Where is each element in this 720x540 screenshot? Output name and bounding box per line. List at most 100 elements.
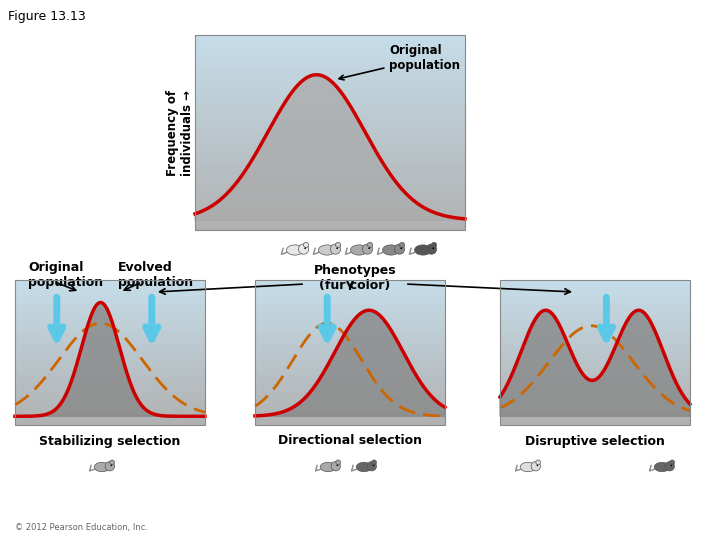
Bar <box>255 345 445 349</box>
Circle shape <box>336 242 341 247</box>
Bar <box>500 360 690 363</box>
Bar <box>15 400 205 403</box>
Bar <box>15 360 205 363</box>
Bar <box>500 284 690 287</box>
Circle shape <box>400 242 405 247</box>
Circle shape <box>395 244 405 254</box>
Bar <box>15 353 205 356</box>
Bar <box>500 280 690 425</box>
Bar <box>195 172 465 177</box>
Circle shape <box>665 462 675 471</box>
Bar <box>195 35 465 40</box>
Bar <box>15 407 205 410</box>
Text: Original
population: Original population <box>339 44 460 80</box>
Bar <box>195 211 465 215</box>
Bar <box>15 396 205 400</box>
Text: Disruptive selection: Disruptive selection <box>525 435 665 448</box>
Bar <box>195 157 465 162</box>
Bar <box>255 403 445 407</box>
Bar <box>500 353 690 356</box>
Bar <box>500 378 690 381</box>
Bar <box>255 356 445 360</box>
Bar <box>15 280 205 425</box>
Bar <box>500 421 690 425</box>
Bar <box>195 98 465 103</box>
Bar <box>255 342 445 345</box>
Text: Phenotypes
(fur color): Phenotypes (fur color) <box>314 264 396 292</box>
Bar <box>195 113 465 118</box>
Bar <box>255 389 445 393</box>
Bar <box>15 356 205 360</box>
Bar <box>15 320 205 323</box>
Bar <box>15 287 205 291</box>
Bar <box>500 356 690 360</box>
Bar <box>195 103 465 108</box>
Bar <box>255 306 445 309</box>
Bar <box>255 334 445 338</box>
Bar <box>255 353 445 356</box>
Polygon shape <box>15 302 205 416</box>
Bar <box>195 93 465 98</box>
Bar <box>255 323 445 327</box>
Ellipse shape <box>356 462 372 471</box>
Bar <box>255 280 445 425</box>
Bar <box>500 309 690 313</box>
Ellipse shape <box>521 462 536 471</box>
Text: Directional selection: Directional selection <box>278 435 422 448</box>
Bar <box>15 313 205 316</box>
Text: Figure 13.13: Figure 13.13 <box>8 10 86 23</box>
Bar <box>15 280 205 284</box>
Bar <box>15 385 205 389</box>
Bar <box>500 367 690 370</box>
Bar <box>255 294 445 298</box>
Bar <box>255 418 445 421</box>
Bar <box>500 338 690 342</box>
Bar <box>195 186 465 191</box>
Bar <box>500 370 690 374</box>
Bar <box>500 306 690 309</box>
Polygon shape <box>255 310 445 416</box>
Bar <box>195 142 465 147</box>
Bar <box>195 69 465 74</box>
Bar <box>500 385 690 389</box>
Bar <box>195 45 465 50</box>
Bar <box>255 381 445 385</box>
Bar <box>500 327 690 330</box>
Bar <box>255 287 445 291</box>
Bar <box>500 345 690 349</box>
Bar <box>500 403 690 407</box>
Bar <box>15 342 205 345</box>
Circle shape <box>536 460 541 464</box>
Bar <box>195 118 465 123</box>
Bar <box>15 374 205 378</box>
Bar <box>15 323 205 327</box>
Bar <box>195 225 465 230</box>
Bar <box>195 206 465 211</box>
Bar <box>500 302 690 306</box>
Bar <box>15 294 205 298</box>
Bar <box>15 327 205 330</box>
Bar <box>500 418 690 421</box>
Circle shape <box>330 244 341 254</box>
Circle shape <box>536 464 538 466</box>
Circle shape <box>111 464 112 466</box>
Bar <box>500 294 690 298</box>
Bar <box>255 349 445 353</box>
Bar <box>195 215 465 220</box>
Ellipse shape <box>654 462 670 471</box>
Circle shape <box>362 244 373 254</box>
Bar <box>195 79 465 84</box>
Bar <box>15 309 205 313</box>
Circle shape <box>336 247 338 249</box>
Bar <box>500 313 690 316</box>
Bar <box>500 320 690 323</box>
Bar <box>195 201 465 206</box>
Bar <box>195 74 465 79</box>
Circle shape <box>336 464 338 466</box>
Bar <box>195 147 465 152</box>
Bar <box>15 389 205 393</box>
Bar <box>255 330 445 334</box>
Bar <box>255 309 445 313</box>
Circle shape <box>105 462 114 471</box>
Bar <box>15 298 205 302</box>
